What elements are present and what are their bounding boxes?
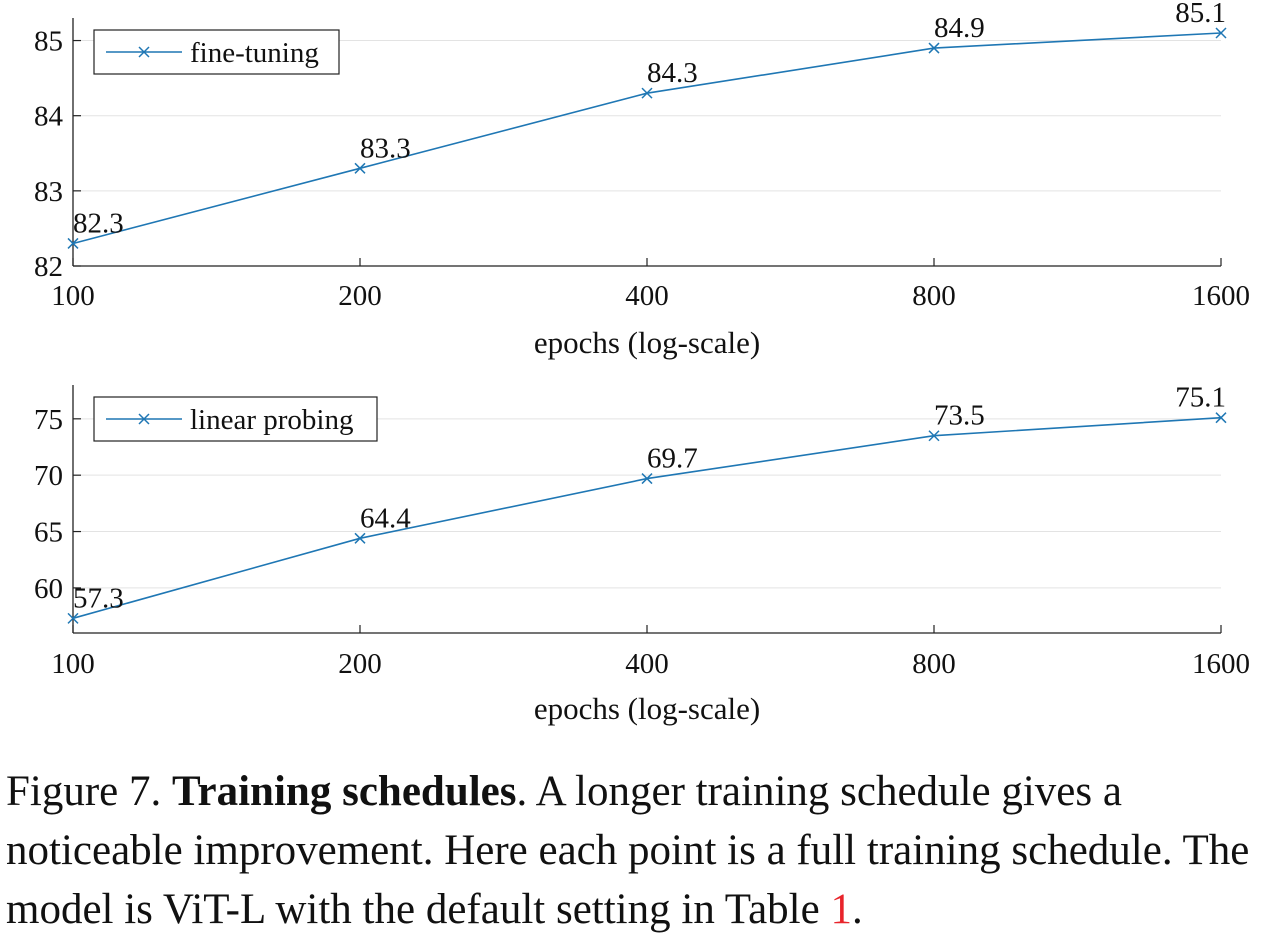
marker-stroke (354, 162, 366, 174)
y-tick-label: 70 (34, 460, 63, 492)
linear-probing-chart: 60 65 70 75 100 200 400 800 1600 epochs (log-scal… (34, 382, 1250, 726)
y-tick-label: 60 (34, 573, 63, 605)
y-tick-label: 65 (34, 517, 63, 549)
data-point-marker (928, 42, 940, 54)
marker-stroke (641, 87, 653, 99)
data-label: 64.4 (360, 502, 411, 534)
data-point-marker (67, 237, 79, 249)
marker-stroke (67, 237, 79, 249)
data-label: 69.7 (647, 443, 698, 475)
marker-stroke (67, 612, 79, 624)
y-tick-label: 75 (34, 404, 63, 436)
marker-stroke (641, 473, 653, 485)
x-tick-label: 100 (51, 280, 95, 312)
data-label: 84.3 (647, 57, 698, 89)
y-tick-label: 84 (34, 101, 64, 133)
y-tick-label: 85 (34, 26, 63, 58)
x-tick-label: 1600 (1192, 280, 1250, 312)
data-point-marker (928, 430, 940, 442)
data-label: 85.1 (1175, 0, 1226, 29)
caption-suffix: . (851, 886, 863, 933)
data-point-marker (354, 532, 366, 544)
x-tick-label: 400 (625, 648, 669, 680)
fine-tuning-chart: 82 83 84 85 100 200 400 800 1600 epochs (log-scal… (34, 0, 1250, 360)
x-tick-label: 400 (625, 280, 669, 312)
data-point-marker (67, 612, 79, 624)
data-point-marker (641, 473, 653, 485)
x-tick-label: 1600 (1192, 648, 1250, 680)
table-reference-link[interactable]: 1 (830, 886, 852, 933)
x-tick-label: 800 (912, 280, 956, 312)
x-tick-label: 200 (338, 280, 382, 312)
legend-label: fine-tuning (190, 37, 319, 69)
marker-stroke (1215, 412, 1227, 424)
data-label: 57.3 (73, 582, 124, 614)
caption-text: . A longer training schedule gives a not… (6, 768, 1250, 933)
marker-stroke (138, 413, 150, 425)
x-tick-label: 800 (912, 648, 956, 680)
caption-title: Training schedules (172, 768, 517, 815)
data-label: 82.3 (73, 207, 124, 239)
legend-label: linear probing (190, 404, 353, 436)
figure-caption: Figure 7. Training schedules. A longer t… (6, 762, 1271, 939)
data-point-marker (1215, 412, 1227, 424)
y-tick-label: 82 (34, 251, 63, 283)
data-point-marker (641, 87, 653, 99)
x-tick-label: 200 (338, 648, 382, 680)
x-axis-label: epochs (log-scale) (534, 325, 760, 360)
caption-prefix: Figure 7. (6, 768, 173, 815)
data-label: 75.1 (1175, 382, 1226, 414)
data-label: 73.5 (934, 400, 985, 432)
data-point-marker (354, 162, 366, 174)
marker-stroke (928, 42, 940, 54)
legend-marker (138, 46, 150, 58)
data-label: 83.3 (360, 132, 411, 164)
marker-stroke (1215, 27, 1227, 39)
legend-marker (138, 413, 150, 425)
marker-stroke (928, 430, 940, 442)
marker-stroke (354, 532, 366, 544)
y-tick-label: 83 (34, 176, 63, 208)
x-tick-label: 100 (51, 648, 95, 680)
data-point-marker (1215, 27, 1227, 39)
data-label: 84.9 (934, 12, 985, 44)
x-axis-label: epochs (log-scale) (534, 691, 760, 726)
marker-stroke (138, 46, 150, 58)
